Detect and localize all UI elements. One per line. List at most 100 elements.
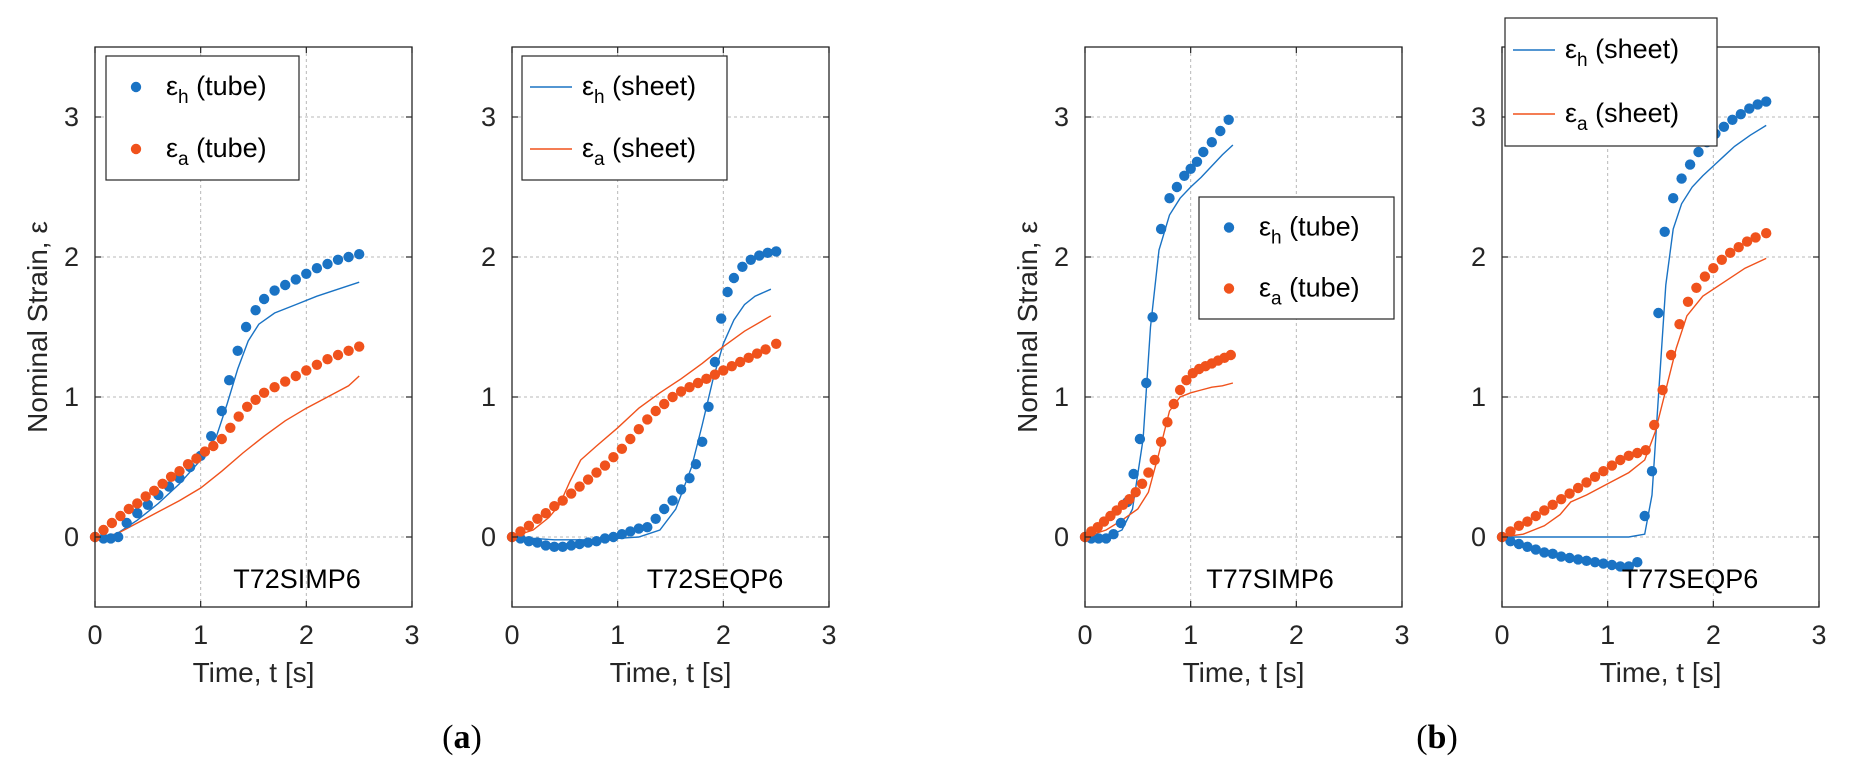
data-point-h (1115, 517, 1127, 529)
data-point-a (667, 391, 678, 403)
data-point-a (1708, 263, 1719, 274)
data-point-h (1513, 538, 1525, 550)
data-point-h (762, 247, 773, 258)
x-tick-label: 1 (1183, 620, 1198, 650)
x-tick-label: 3 (1394, 620, 1409, 650)
data-point-h (322, 258, 333, 270)
x-tick-label: 0 (1077, 620, 1092, 650)
data-point-h (1141, 377, 1152, 389)
data-point-h (1547, 548, 1558, 559)
data-point-h (659, 503, 670, 515)
y-tick-label: 3 (1054, 102, 1069, 132)
series-line-a (511, 315, 772, 538)
data-point-h (1676, 173, 1687, 184)
data-point-a (684, 382, 695, 393)
data-point-a (1623, 450, 1635, 461)
data-point-a (174, 466, 185, 477)
data-point-a (1606, 460, 1618, 471)
data-point-h (716, 313, 727, 324)
data-point-h (650, 513, 661, 524)
data-point-a (1665, 349, 1677, 361)
legend-box (1504, 17, 1718, 147)
data-point-a (1155, 436, 1167, 447)
data-point-a (354, 341, 365, 352)
data-point-a (709, 369, 721, 380)
data-point-a (760, 344, 771, 355)
data-point-a (735, 356, 746, 368)
y-tick-label: 1 (481, 382, 496, 412)
data-point-h (591, 536, 602, 547)
data-point-a (574, 481, 585, 492)
data-point-a (1640, 445, 1651, 456)
x-tick-label: 3 (1811, 620, 1826, 650)
data-point-h (206, 431, 217, 442)
data-point-a (1691, 282, 1702, 293)
data-point-h (1606, 559, 1618, 571)
data-point-a (182, 459, 194, 470)
data-point-a (726, 361, 737, 372)
data-point-h (1744, 103, 1755, 114)
data-point-h (1128, 468, 1139, 480)
y-tick-label: 2 (481, 242, 496, 272)
data-point-a (1741, 236, 1753, 247)
data-point-a (751, 348, 763, 359)
data-point-h (737, 261, 748, 272)
data-point-h (1589, 557, 1601, 568)
data-point-a (132, 498, 143, 509)
data-point-h (728, 272, 740, 284)
data-point-a (332, 349, 344, 361)
legend: εh (sheet) εa (sheet) (1504, 17, 1718, 147)
x-tick-label: 1 (610, 620, 625, 650)
data-point-a (701, 373, 712, 384)
plot-t72seqp6: 0 1 2 3 0 1 2 3 Time, t [s] T72SEQP6 εh (sheet) εa … (481, 46, 837, 688)
data-point-a (515, 526, 526, 537)
data-point-a (1174, 384, 1186, 396)
data-point-a (743, 352, 754, 363)
data-point-a (1513, 520, 1525, 531)
data-point-a (191, 453, 202, 464)
data-point-h (667, 495, 678, 506)
legend-box (1198, 196, 1395, 320)
data-point-a (225, 422, 236, 433)
legend-label-a: εa (sheet) (582, 133, 696, 170)
plot-title: T72SEQP6 (647, 564, 784, 594)
series-line-a (1501, 257, 1767, 538)
data-point-a (1725, 247, 1736, 258)
data-point-h (1693, 146, 1704, 158)
legend-box (105, 55, 300, 181)
x-tick-label: 1 (1600, 620, 1615, 650)
data-point-a (1632, 447, 1643, 459)
legend-label-h: εh (tube) (166, 71, 267, 108)
data-point-a (1539, 505, 1550, 516)
data-point-h (1147, 312, 1158, 323)
data-point-h (1632, 557, 1643, 568)
data-point-a (1761, 228, 1772, 239)
legend: εh (tube) εa (tube) (105, 55, 300, 181)
x-axis-label: Time, t [s] (1600, 657, 1722, 688)
legend-marker-a (130, 143, 142, 155)
data-point-a (1649, 419, 1660, 431)
data-point-a (1598, 466, 1609, 477)
data-point-h (754, 250, 765, 261)
data-point-a (290, 370, 301, 382)
data-point-a (1505, 526, 1516, 537)
data-point-h (703, 401, 714, 412)
data-point-a (1716, 254, 1728, 265)
data-point-h (709, 356, 721, 368)
data-point-h (240, 321, 252, 333)
legend-label-a: εa (sheet) (1565, 98, 1679, 135)
data-point-a (582, 474, 594, 485)
legend-marker-h (130, 81, 142, 93)
data-point-h (625, 526, 636, 537)
data-point-a (1581, 477, 1592, 488)
data-point-a (258, 387, 270, 398)
data-point-a (625, 433, 636, 445)
data-point-a (771, 338, 782, 349)
data-point-a (1522, 516, 1533, 527)
y-tick-label: 2 (64, 242, 79, 272)
data-point-h (1752, 99, 1763, 110)
data-point-a (1733, 242, 1744, 253)
data-point-h (216, 405, 227, 417)
data-point-h (232, 345, 243, 356)
data-point-a (616, 443, 628, 454)
